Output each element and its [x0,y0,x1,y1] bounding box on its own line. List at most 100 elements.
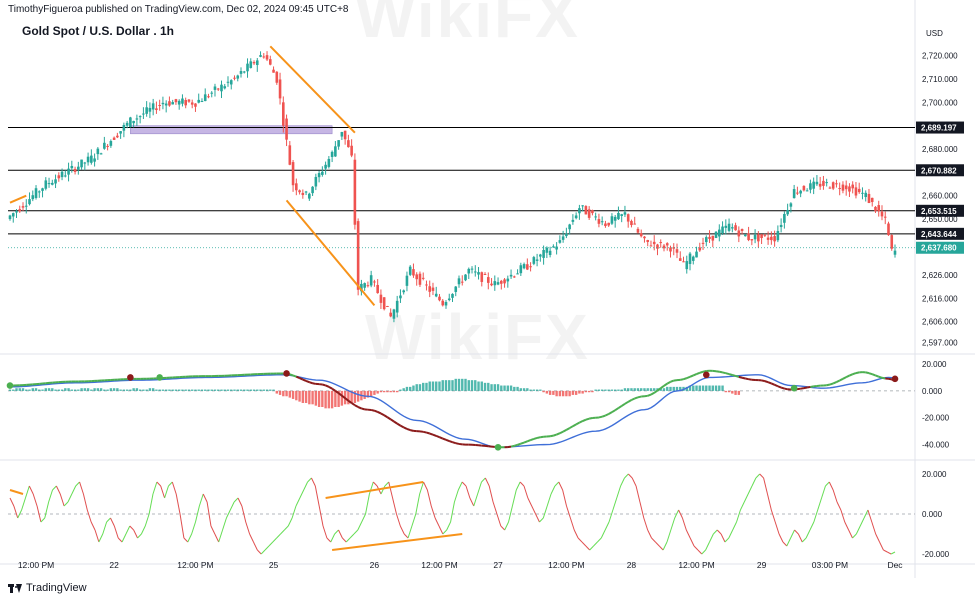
macd-histogram-bar [210,389,213,391]
candle-body [818,183,822,187]
candle-body [851,184,855,189]
candle-body [145,107,148,114]
macd-histogram-bar [646,388,649,391]
osc-tick-label: 0.000 [922,510,943,519]
osc-line-segment [879,541,884,551]
candle-body [704,237,708,243]
candle-body [291,162,295,186]
candle-body [200,101,204,103]
macd-histogram-bar [174,389,178,391]
candle-body [415,274,419,280]
macd-histogram-bar [207,389,210,391]
macd-line-segment [624,400,629,405]
macd-histogram-bar [308,390,311,405]
macd-histogram-bar [626,388,630,391]
macd-histogram-bar [116,388,119,391]
macd-histogram-bar [275,390,279,394]
osc-line-segment [716,529,722,535]
macd-histogram-bar [204,389,207,391]
macd-line-segment [845,374,850,379]
macd-histogram-bar [217,389,220,391]
osc-line-segment [368,481,374,495]
macd-histogram-bar [109,388,113,391]
candle-body [343,130,347,140]
candle-body [760,234,763,239]
macd-histogram-bar [399,389,402,391]
macd-line-segment [888,377,892,381]
candle-body [828,187,832,189]
osc-line-segment [577,537,583,543]
osc-line-segment [867,509,873,523]
candle-body [724,225,728,228]
candle-body [350,145,353,156]
macd-line-segment [660,385,665,390]
candle-body [402,290,405,293]
macd-histogram-bar [164,389,168,391]
candle-body [73,168,77,172]
macd-histogram-bar [568,390,571,397]
osc-tick-label: -20.000 [922,550,950,559]
candle-body [376,284,379,294]
osc-line-segment [249,533,254,543]
osc-line-segment [724,537,730,543]
macd-histogram-bar [386,390,389,393]
osc-line-segment [233,497,239,503]
macd-histogram-bar [41,389,44,391]
osc-line-segment [828,481,834,491]
macd-histogram-bar [506,385,510,391]
macd-line-segment [536,436,541,439]
candle-body [216,88,220,90]
osc-line-segment [832,489,838,503]
macd-histogram-bar [151,388,155,391]
candle-body [83,162,87,164]
candle-body [718,229,721,237]
macd-histogram-bar [662,388,666,391]
candle-body [691,256,695,261]
osc-line-segment [148,493,154,515]
macd-histogram-bar [600,389,604,391]
macd-line-segment [390,418,395,423]
macd-histogram-bar [402,388,405,391]
osc-line-segment [809,521,815,531]
macd-line-segment [526,439,531,443]
osc-line-segment [566,505,571,519]
osc-line-segment [113,525,119,539]
macd-histogram-bar [295,390,298,401]
candle-body [558,240,562,243]
candle-body [796,192,799,194]
osc-line-segment [647,529,652,539]
candle-body [382,297,386,310]
candle-body [646,240,650,242]
osc-line-segment [639,501,645,519]
candle-body [649,245,653,247]
candle-body [119,131,122,134]
osc-line-segment [585,545,591,551]
macd-histogram-bar [15,388,18,391]
macd-line-segment [855,371,860,375]
osc-line-segment [345,537,351,543]
candle-body [848,186,851,192]
macd-histogram-bar [643,388,646,391]
macd-histogram-bar [298,390,301,402]
macd-histogram-bar [692,385,695,391]
candle-body [695,251,698,258]
macd-line-segment [530,438,535,442]
osc-line-segment [778,533,784,543]
macd-line-segment [774,383,779,388]
candle-body [545,247,549,253]
tradingview-footer[interactable]: TradingView [8,580,87,596]
osc-line-segment [801,537,807,543]
candle-body [259,55,262,57]
candle-body [418,273,422,285]
candle-body [8,215,12,220]
macd-histogram-bar [191,389,194,391]
osc-line-segment [608,509,614,523]
candle-body [304,191,308,193]
candle-body [389,312,392,317]
candle-body [236,75,240,79]
macd-line-segment [767,381,772,385]
candle-body [783,213,786,223]
macd-line-segment [680,378,684,381]
candle-body [734,225,737,231]
